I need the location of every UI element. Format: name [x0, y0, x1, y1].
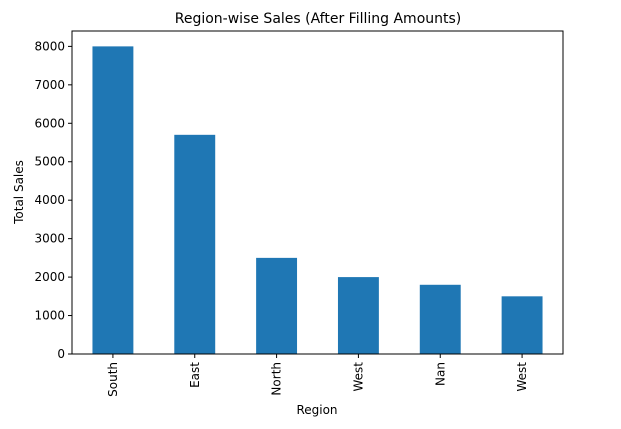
y-tick-label: 5000 — [34, 155, 65, 169]
y-tick-label: 8000 — [34, 39, 65, 53]
x-axis-title: Region — [296, 403, 337, 417]
x-tick-label: Nan — [433, 362, 447, 386]
bar-west-5 — [501, 296, 543, 354]
y-axis-title: Total Sales — [12, 160, 26, 225]
x-tick-label: North — [270, 362, 284, 396]
y-tick-label: 4000 — [34, 193, 65, 207]
x-tick-label: West — [515, 362, 529, 392]
bar-south-0 — [92, 46, 134, 354]
y-tick-label: 1000 — [34, 309, 65, 323]
y-tick-label: 6000 — [34, 116, 65, 130]
axes-frame — [71, 30, 564, 355]
x-tick-label: South — [106, 362, 120, 397]
chart-title: Region-wise Sales (After Filling Amounts… — [175, 11, 462, 27]
y-tick-label: 2000 — [34, 270, 65, 284]
plot-area: 0 1000 2000 3000 4000 5000 6000 7000 8000 South Ea… — [34, 39, 543, 397]
y-tick-label: 7000 — [34, 78, 65, 92]
bar-west-3 — [337, 277, 379, 354]
bar-nan-4 — [419, 284, 461, 354]
x-tick-label: East — [188, 362, 202, 388]
y-tick-label: 3000 — [34, 232, 65, 246]
bar-north-2 — [256, 257, 298, 354]
x-tick-label: West — [351, 362, 365, 392]
bar-east-1 — [174, 134, 216, 354]
y-axis-title-group: Total Sales — [12, 160, 26, 225]
y-tick-label: 0 — [57, 347, 65, 361]
